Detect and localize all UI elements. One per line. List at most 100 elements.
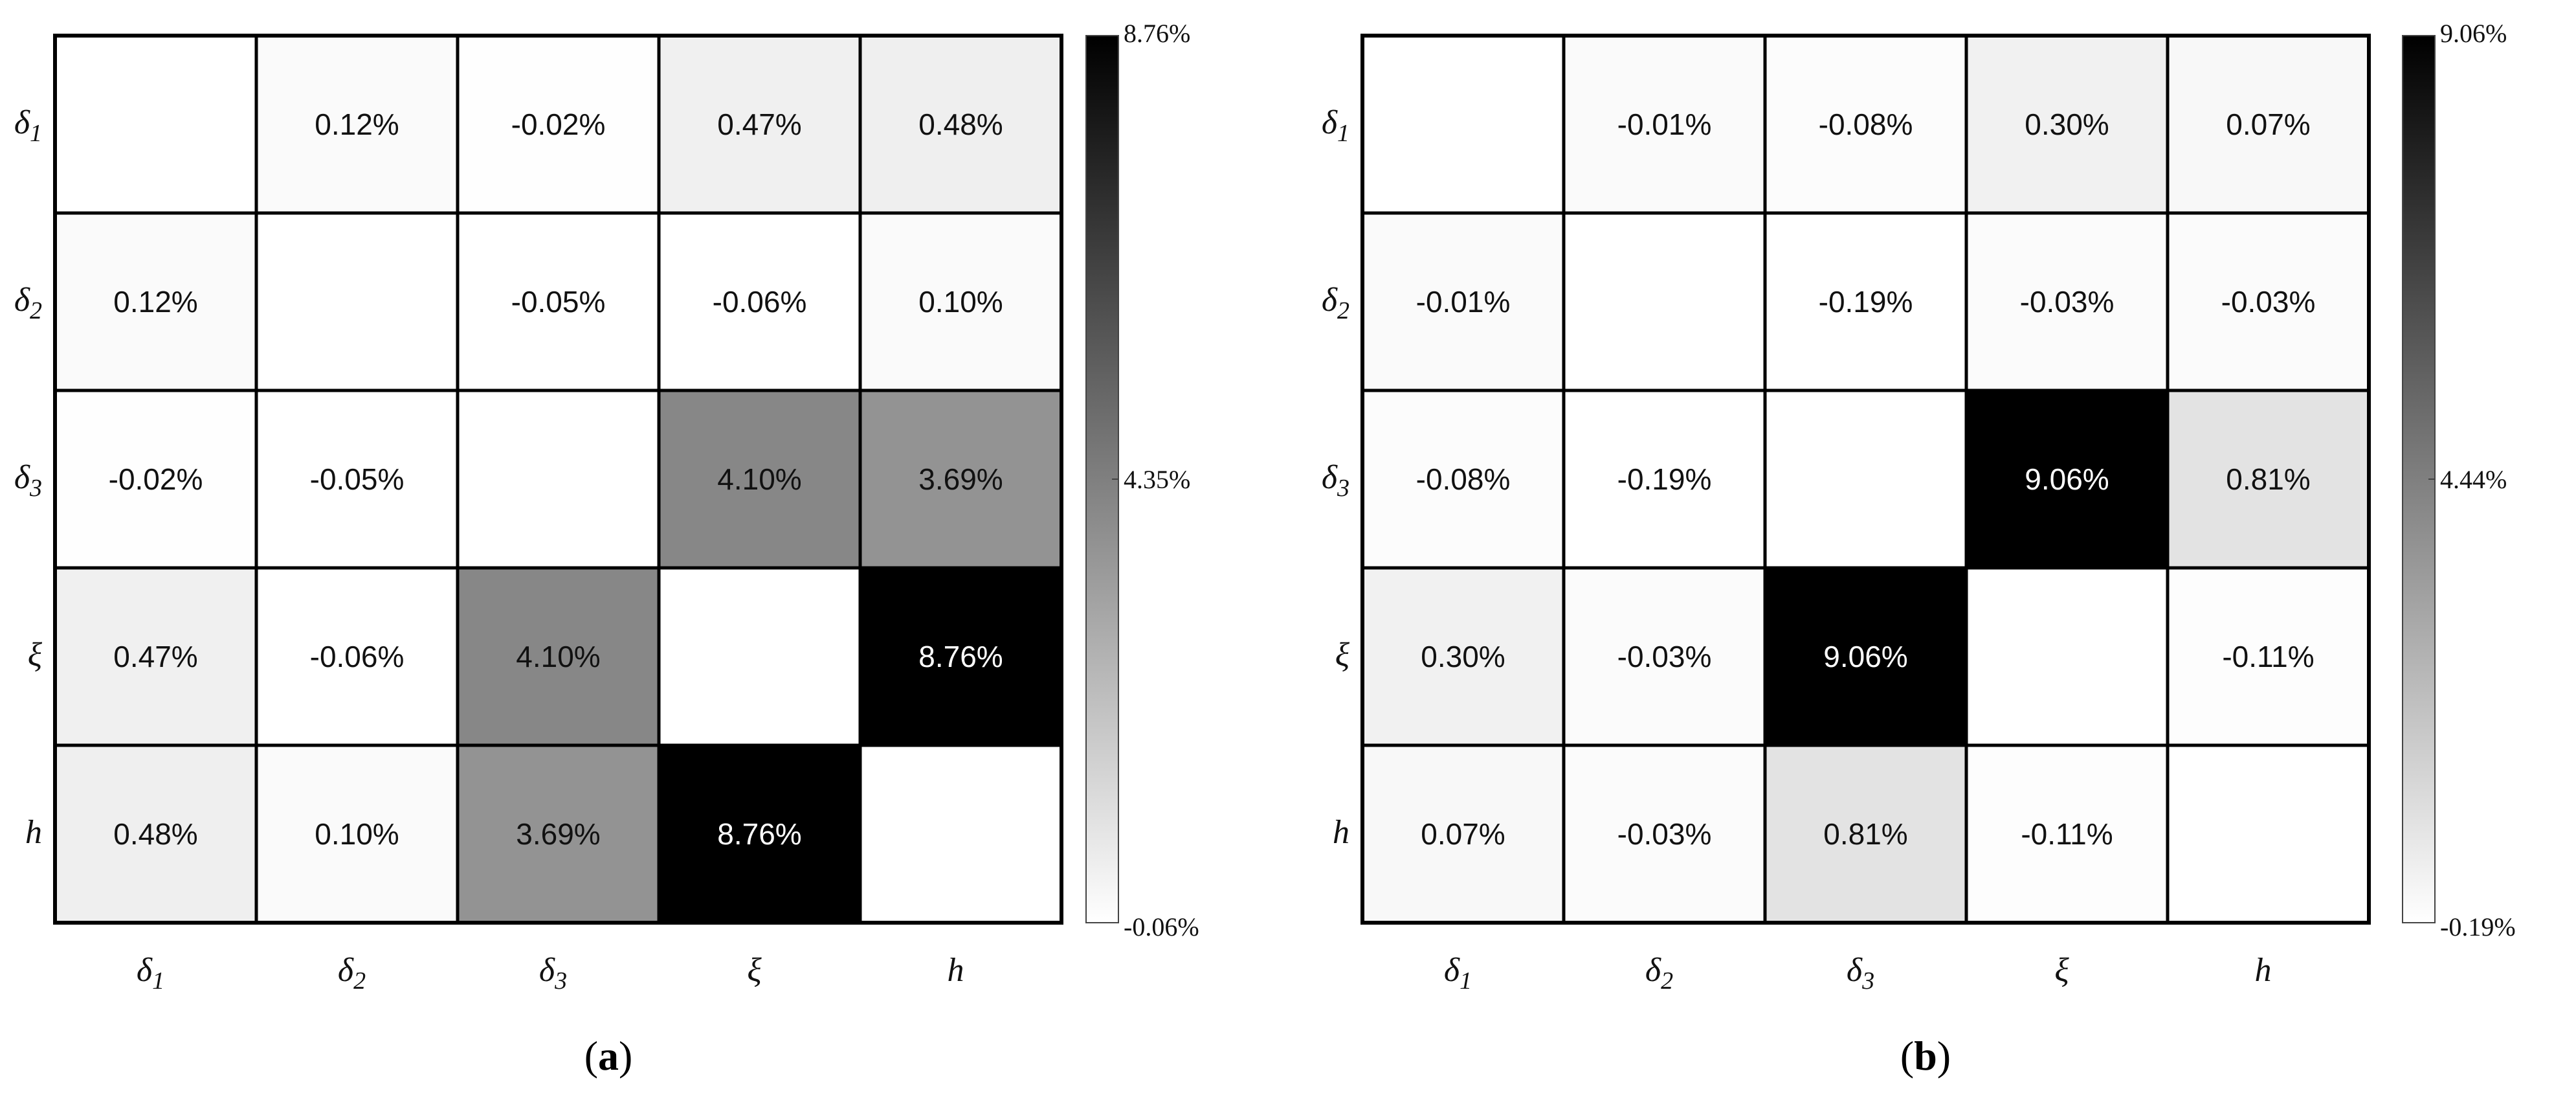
heatmap-cell bbox=[1964, 566, 2170, 747]
heatmap-cell bbox=[254, 566, 460, 747]
cell-value-label: -0.05% bbox=[511, 285, 606, 319]
cell-value-label: 0.12% bbox=[315, 107, 399, 141]
heatmap-frame bbox=[1360, 34, 2371, 925]
cell-value-label: 0.81% bbox=[1823, 817, 1907, 851]
y-tick-label: δ1 bbox=[1322, 104, 1349, 147]
cell-value-label: -0.08% bbox=[1416, 462, 1511, 496]
heatmap-cell bbox=[1763, 566, 1968, 747]
x-tick-label: δ2 bbox=[338, 952, 366, 995]
cell-value-label: 8.76% bbox=[717, 817, 801, 851]
colorbar-tick-label: -0.19% bbox=[2440, 912, 2516, 941]
cell-value-label: 3.69% bbox=[516, 817, 600, 851]
x-tick-label: δ3 bbox=[539, 952, 567, 995]
heatmap-cell bbox=[254, 743, 460, 925]
heatmap-cell bbox=[1763, 389, 1968, 570]
colorbar-tick-label: 9.06% bbox=[2440, 19, 2507, 48]
heatmap-cell bbox=[1964, 743, 2170, 925]
cell-value-label: -0.05% bbox=[310, 462, 405, 496]
y-tick-label: δ2 bbox=[14, 282, 42, 324]
heatmap-cell bbox=[1360, 389, 1566, 570]
x-tick-label: ξ bbox=[747, 952, 762, 989]
cell-value-label: -0.03% bbox=[1617, 640, 1712, 673]
cell-value-label: 0.48% bbox=[918, 107, 1003, 141]
x-tick-label: δ2 bbox=[1645, 952, 1673, 995]
heatmap-cell bbox=[858, 211, 1063, 392]
y-tick-label: h bbox=[25, 814, 42, 851]
y-tick-label: h bbox=[1333, 814, 1349, 851]
heatmap-cell bbox=[456, 743, 661, 925]
cell-value-label: 9.06% bbox=[1823, 640, 1907, 673]
heatmap-frame bbox=[53, 34, 1063, 925]
heatmap-panel-a: 0.12% -0.02% 0.47% 0.48% 0.12% -0.05% -0.06% 0.… bbox=[14, 19, 1199, 1079]
cell-value-label: -0.03% bbox=[1617, 817, 1712, 851]
cell-value-label: -0.08% bbox=[1819, 107, 1913, 141]
cell-value-label: 0.12% bbox=[113, 285, 197, 319]
panel-label: (b) bbox=[1900, 1033, 1951, 1079]
cell-value-label: 0.10% bbox=[315, 817, 399, 851]
heatmap-cell bbox=[1562, 566, 1767, 747]
cell-value-label: -0.19% bbox=[1617, 462, 1712, 496]
colorbar-tick-label: 8.76% bbox=[1124, 19, 1190, 48]
x-tick-label: h bbox=[2255, 952, 2272, 989]
cell-value-label: 0.10% bbox=[918, 285, 1003, 319]
heatmap-cell bbox=[1964, 34, 2170, 215]
cell-value-label: -0.11% bbox=[2222, 640, 2314, 673]
heatmap-cell bbox=[456, 34, 661, 215]
colorbar-tick-label: 4.44% bbox=[2440, 465, 2507, 494]
cell-value-label: 0.47% bbox=[113, 640, 197, 673]
cell-value-label: 8.76% bbox=[918, 640, 1003, 673]
y-tick-label: ξ bbox=[28, 637, 43, 673]
cell-value-label: 0.47% bbox=[717, 107, 801, 141]
panel-label: (a) bbox=[584, 1033, 633, 1079]
colorbar-tick-label: -0.06% bbox=[1124, 912, 1199, 941]
heatmap-cell bbox=[1964, 211, 2170, 392]
cell-value-label: -0.02% bbox=[109, 462, 203, 496]
heatmap-cell bbox=[1562, 211, 1767, 392]
heatmap-cell bbox=[254, 389, 460, 570]
heatmap-cell bbox=[858, 566, 1063, 747]
y-tick-label: δ3 bbox=[14, 459, 42, 502]
cell-value-label: 4.10% bbox=[717, 462, 801, 496]
cell-value-label: -0.19% bbox=[1819, 285, 1913, 319]
cell-value-label: 3.69% bbox=[918, 462, 1003, 496]
heatmap-cell bbox=[1562, 743, 1767, 925]
heatmap-cell bbox=[1562, 34, 1767, 215]
cell-value-label: 0.81% bbox=[2226, 462, 2310, 496]
cell-value-label: -0.11% bbox=[2021, 817, 2113, 851]
y-tick-label: δ2 bbox=[1322, 282, 1349, 324]
cell-value-label: -0.06% bbox=[310, 640, 405, 673]
cell-value-label: -0.01% bbox=[1617, 107, 1712, 141]
cell-value-label: 0.30% bbox=[1421, 640, 1505, 673]
colorbar-tick-label: 4.35% bbox=[1124, 465, 1190, 494]
heatmap-cell bbox=[1360, 743, 1566, 925]
cell-value-label: 0.48% bbox=[113, 817, 197, 851]
cell-value-label: -0.02% bbox=[511, 107, 606, 141]
heatmap-cell bbox=[657, 566, 862, 747]
x-tick-label: h bbox=[948, 952, 964, 989]
y-tick-label: δ1 bbox=[14, 104, 42, 147]
y-tick-label: δ3 bbox=[1322, 459, 1349, 502]
heatmap-cell bbox=[2166, 743, 2371, 925]
heatmap-cell bbox=[657, 743, 862, 925]
cell-value-label: -0.03% bbox=[2020, 285, 2115, 319]
x-tick-label: δ1 bbox=[137, 952, 164, 995]
heatmap-cell bbox=[858, 743, 1063, 925]
cell-value-label: 0.07% bbox=[2226, 107, 2310, 141]
x-tick-label: ξ bbox=[2054, 952, 2069, 989]
heatmap-cell bbox=[1360, 34, 1566, 215]
cell-value-label: 0.30% bbox=[2025, 107, 2109, 141]
x-tick-label: δ3 bbox=[1847, 952, 1874, 995]
heatmap-cell bbox=[1763, 211, 1968, 392]
heatmap-cell bbox=[53, 34, 258, 215]
cell-value-label: 4.10% bbox=[516, 640, 600, 673]
y-tick-label: ξ bbox=[1335, 637, 1350, 673]
x-tick-label: δ1 bbox=[1444, 952, 1472, 995]
heatmap-panel-b: -0.01% -0.08% 0.30% 0.07% -0.01% -0.19% -0.03%… bbox=[1322, 19, 2516, 1079]
heatmap-cell bbox=[254, 211, 460, 392]
heatmap-cell bbox=[456, 389, 661, 570]
cell-value-label: 0.07% bbox=[1421, 817, 1505, 851]
cell-value-label: -0.01% bbox=[1416, 285, 1511, 319]
heatmap-cell bbox=[1360, 211, 1566, 392]
heatmap-cell bbox=[254, 34, 460, 215]
